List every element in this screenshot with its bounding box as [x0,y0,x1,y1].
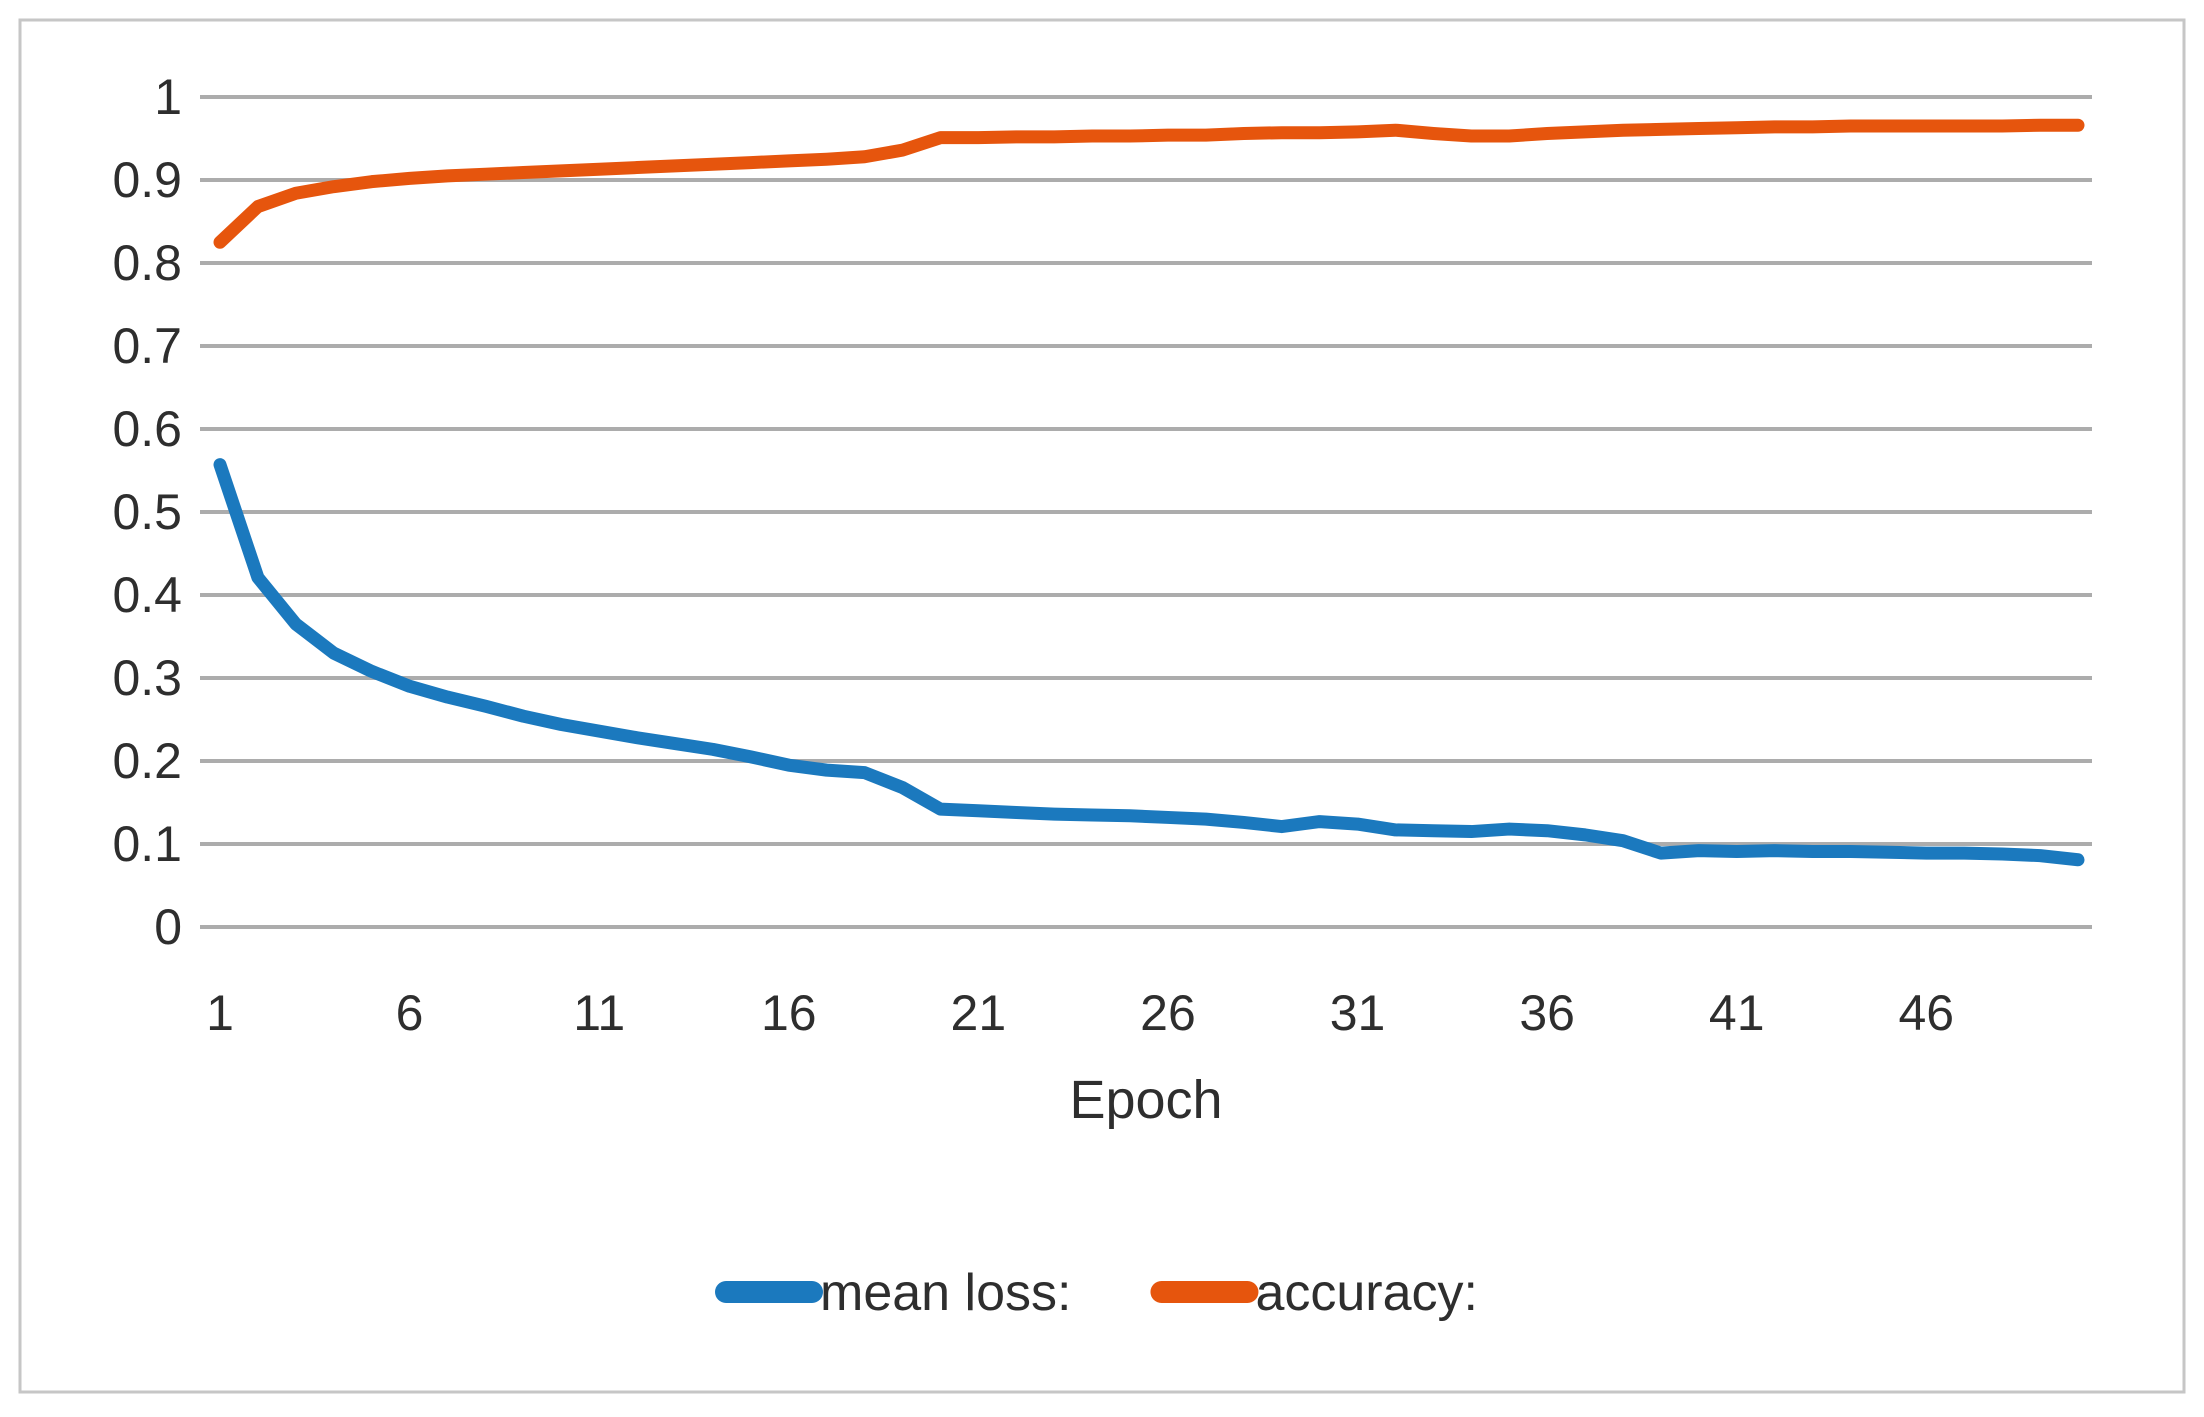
x-axis-tick-label: 36 [1519,985,1575,1041]
x-axis-tick-label: 26 [1140,985,1196,1041]
y-axis-tick-label: 0.8 [112,235,182,291]
legend-label: mean loss: [820,1264,1071,1322]
x-axis-tick-label: 46 [1899,985,1955,1041]
y-axis-tick-label: 0 [154,899,182,955]
y-axis-tick-label: 0.5 [112,484,182,540]
y-axis-tick-label: 0.6 [112,401,182,457]
x-axis-tick-label: 41 [1709,985,1765,1041]
x-axis-tick-label: 31 [1330,985,1386,1041]
series-line-accuracy [213,118,2085,249]
x-axis-label: Epoch [1069,1070,1222,1130]
y-axis-tick-label: 0.7 [112,318,182,374]
y-axis-tick-label: 1 [154,69,182,125]
y-axis-tick-label: 0.2 [112,733,182,789]
x-axis-tick-label: 21 [951,985,1007,1041]
x-axis-tick-label: 1 [206,985,234,1041]
legend-label: accuracy: [1255,1264,1478,1322]
figure-border [18,18,2186,1394]
y-axis-tick-label: 0.3 [112,650,182,706]
x-axis-tick-label: 16 [761,985,817,1041]
y-axis-tick-label: 0.9 [112,152,182,208]
y-axis-tick-label: 0.1 [112,816,182,872]
y-axis-tick-label: 0.4 [112,567,182,623]
series-line-mean-loss [213,458,2085,867]
x-axis-tick-label: 11 [573,985,625,1041]
x-axis-tick-label: 6 [396,985,424,1041]
